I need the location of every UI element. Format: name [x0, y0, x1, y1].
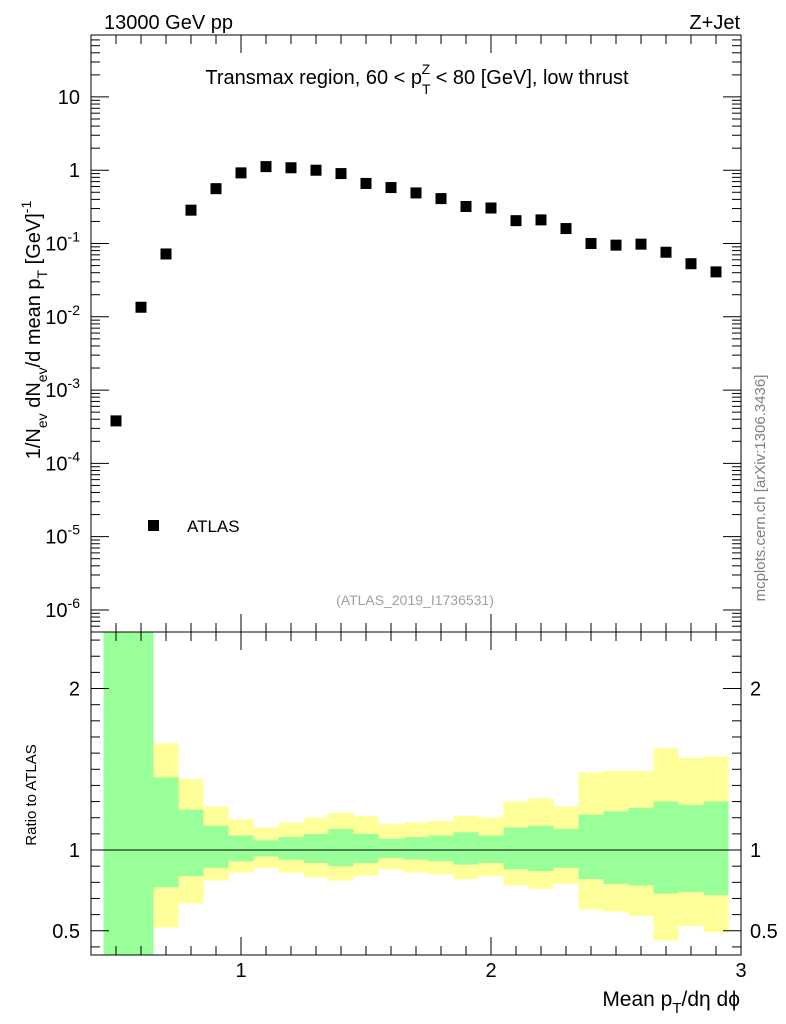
- process-label: Z+Jet: [689, 12, 740, 34]
- uncertainty-band-bin: [703, 801, 729, 896]
- data-points: [110, 161, 722, 427]
- ratio-tick-label-left: 2: [69, 679, 80, 701]
- data-point: [610, 239, 622, 251]
- data-point: [685, 258, 697, 270]
- data-point: [435, 193, 447, 205]
- uncertainty-band-bin: [403, 837, 429, 860]
- data-point: [285, 162, 297, 174]
- uncertainty-band-bin: [428, 835, 454, 862]
- data-point: [560, 223, 572, 235]
- data-point: [335, 168, 347, 180]
- y-tick-label: 10-2: [45, 302, 80, 329]
- energy-label: 13000 GeV pp: [104, 12, 233, 34]
- uncertainty-band-bin: [278, 837, 304, 860]
- y-tick-label: 10-3: [45, 375, 80, 402]
- y-tick-labels: 10-6 10-5 10-4 10-3 10-2 10-1 1 10: [45, 87, 80, 622]
- uncertainty-band-bin: [578, 814, 604, 880]
- main-frame: [90, 34, 742, 633]
- data-point: [310, 164, 322, 176]
- data-point: [160, 248, 172, 260]
- y-tick-label: 10-4: [45, 448, 80, 475]
- y-tick-label: 10: [58, 87, 80, 109]
- ratio-tick-label-left: 1: [69, 840, 80, 862]
- data-point: [660, 246, 672, 258]
- uncertainty-band-bin: [678, 804, 704, 893]
- uncertainty-band-bin: [503, 827, 529, 870]
- data-point: [235, 167, 247, 179]
- y-axis-label: 1/Nev dNev/d mean pT [GeV]-1: [18, 201, 50, 460]
- uncertainty-band-bin: [303, 833, 329, 863]
- data-point: [210, 183, 222, 195]
- uncertainty-band-bin: [453, 832, 479, 865]
- data-point: [535, 214, 547, 226]
- analysis-id: (ATLAS_2019_I1736531): [336, 592, 494, 608]
- x-tick-label: 1: [235, 960, 246, 982]
- data-point: [410, 187, 422, 199]
- uncertainty-band-bin: [628, 808, 654, 886]
- mcplots-label: mcplots.cern.ch [arXiv:1306.3436]: [752, 375, 769, 602]
- main-ticks: [90, 34, 742, 633]
- uncertainty-band-bin: [528, 825, 554, 872]
- data-point: [185, 204, 197, 216]
- data-point: [360, 177, 372, 189]
- y-tick-label: 10-1: [45, 229, 80, 256]
- x-axis-label: Mean pT/dη dϕ: [602, 988, 740, 1017]
- uncertainty-band-bin: [153, 777, 179, 888]
- y-tick-label: 10-5: [45, 522, 80, 549]
- legend-marker: [148, 520, 159, 531]
- data-point: [510, 215, 522, 227]
- main-panel: 10-6 10-5 10-4 10-3 10-2 10-1 1 10 Transmax reg…: [18, 34, 742, 633]
- ratio-tick-label-right: 0.5: [750, 921, 778, 943]
- uncertainty-band-bin: [478, 835, 504, 863]
- plot-title: Transmax region, 60 < pTZ < 80 [GeV], lo…: [205, 61, 629, 97]
- uncertainty-band-bin: [203, 825, 229, 868]
- data-point: [635, 238, 647, 250]
- uncertainty-band-bin: [253, 840, 279, 857]
- ratio-tick-label-right: 1: [750, 840, 761, 862]
- uncertainty-bands: [103, 632, 729, 955]
- uncertainty-band-bin: [353, 833, 379, 863]
- x-tick-label: 3: [735, 960, 746, 982]
- uncertainty-band-bin: [103, 632, 129, 955]
- ratio-tick-label-right: 2: [750, 679, 761, 701]
- y-tick-label: 1: [69, 160, 80, 182]
- uncertainty-band-bin: [228, 835, 254, 862]
- ratio-panel: 0.5 0.5 1 1 2 2 1 2 3 Ratio to ATLAS Mean pT/dη …: [23, 631, 778, 1017]
- data-point: [110, 415, 122, 427]
- data-point: [585, 238, 597, 250]
- uncertainty-band-bin: [178, 809, 204, 876]
- legend-label: ATLAS: [187, 517, 240, 536]
- data-point: [460, 200, 472, 212]
- y-tick-label: 10-6: [45, 595, 80, 622]
- uncertainty-band-bin: [653, 801, 679, 894]
- data-point: [135, 301, 147, 313]
- uncertainty-band-bin: [128, 632, 154, 955]
- ratio-tick-label-left: 0.5: [52, 921, 80, 943]
- ratio-tick-labels: 0.5 0.5 1 1 2 2 1 2 3: [52, 679, 778, 982]
- data-point: [710, 266, 722, 278]
- data-point: [260, 161, 272, 173]
- uncertainty-band-bin: [553, 829, 579, 868]
- ratio-frame: [90, 631, 742, 956]
- ratio-ticks: [90, 632, 742, 955]
- data-point: [485, 202, 497, 214]
- ratio-axis-label: Ratio to ATLAS: [23, 744, 40, 845]
- x-tick-label: 2: [485, 960, 496, 982]
- uncertainty-band-bin: [378, 838, 404, 859]
- uncertainty-band-bin: [603, 811, 629, 884]
- data-point: [385, 182, 397, 194]
- uncertainty-band-bin: [328, 829, 354, 867]
